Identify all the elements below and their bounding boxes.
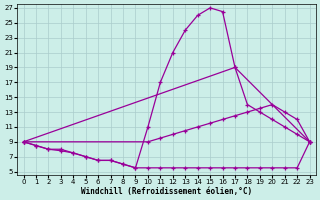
X-axis label: Windchill (Refroidissement éolien,°C): Windchill (Refroidissement éolien,°C)	[81, 187, 252, 196]
